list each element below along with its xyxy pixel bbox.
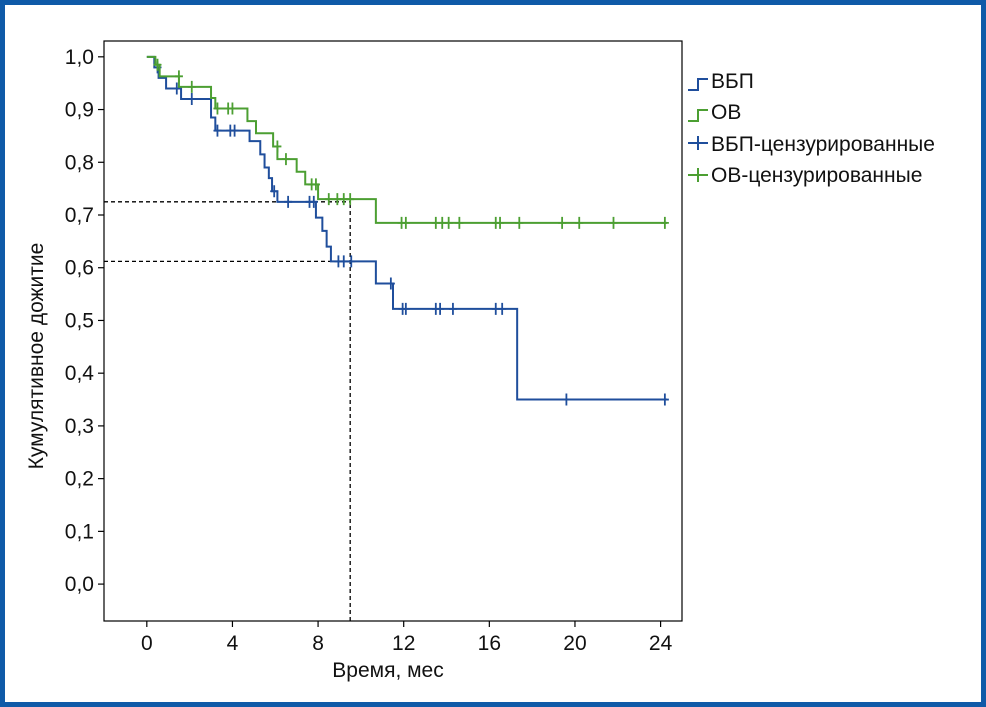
x-tick-label: 8: [312, 632, 324, 655]
os-censor-mark: [496, 216, 505, 229]
os-censor-mark: [174, 70, 183, 83]
pfs-censored-legend-icon: [688, 136, 708, 150]
os-legend-line-icon: [688, 109, 708, 122]
x-tick-label: 0: [141, 632, 153, 655]
pfs-censor-mark: [347, 255, 356, 268]
x-axis-title: Время, мес: [332, 659, 443, 682]
guide-lines: [104, 201, 351, 621]
pfs-legend-line-icon: [688, 78, 708, 91]
legend-label-os: ОВ: [711, 101, 741, 124]
x-tick-label: 20: [563, 632, 586, 655]
y-tick-label: 0,4: [65, 362, 95, 385]
x-tick-label: 16: [478, 632, 501, 655]
x-tick-label: 12: [392, 632, 415, 655]
pfs-censor-mark: [187, 93, 196, 105]
pfs-censor-mark: [213, 124, 222, 137]
os-censored-legend-icon: [688, 168, 708, 182]
pfs-censor-mark: [172, 82, 181, 95]
legend-label-pfs-censored: ВБП-цензурированные: [711, 133, 935, 156]
y-axis: 0,0 0,1 0,2 0,3 0,4 0,5 0,6 0,7 0,8 0,9 1,0: [65, 46, 104, 596]
os-censor-mark: [153, 58, 162, 71]
y-tick-label: 0,3: [65, 415, 94, 438]
os-step-line: [146, 55, 668, 224]
pfs-censor-mark: [401, 302, 410, 315]
series-pfs: [146, 55, 669, 406]
y-axis-title: Кумулятивное дожитие: [25, 243, 48, 470]
os-censor-mark: [401, 216, 410, 229]
os-censor-mark: [213, 102, 222, 115]
pfs-censor-mark: [386, 277, 395, 290]
os-censor-mark: [346, 193, 355, 206]
y-tick-label: 0,9: [65, 99, 94, 122]
os-censor-mark: [311, 178, 320, 191]
y-tick-label: 0,5: [65, 309, 94, 332]
pfs-censor-mark: [230, 124, 239, 137]
legend-item-os: ОВ: [688, 101, 741, 124]
x-axis: 0 4 8 12 16 20 24: [141, 621, 673, 655]
y-tick-label: 0,8: [65, 151, 94, 174]
pfs-censor-mark: [436, 302, 445, 315]
plot-area-border: [103, 40, 683, 622]
series-group: [146, 55, 669, 406]
os-censor-mark: [660, 216, 669, 229]
y-tick-label: 0,2: [65, 468, 94, 491]
legend-item-pfs-censored: ВБП-цензурированные: [688, 133, 935, 156]
os-censor-mark: [609, 216, 618, 229]
os-censor-mark: [455, 216, 464, 229]
legend-item-os-censored: ОВ-цензурированные: [688, 164, 922, 187]
y-tick-label: 0,7: [65, 204, 94, 227]
os-censor-mark: [281, 153, 290, 166]
os-censor-mark: [324, 193, 333, 206]
os-censor-mark: [558, 216, 567, 229]
legend: ВБП ОВ ВБП-цензурированные ОВ-цензуриров…: [688, 70, 935, 187]
x-tick-label: 24: [649, 632, 673, 655]
series-os: [146, 55, 669, 229]
pfs-censor-mark: [284, 195, 293, 208]
os-censor-mark: [575, 216, 584, 229]
os-censor-mark: [444, 216, 453, 229]
x-tick-label: 4: [227, 632, 239, 655]
os-censor-mark: [273, 140, 282, 153]
os-censor-mark: [187, 80, 196, 93]
pfs-censor-mark: [498, 302, 507, 315]
y-tick-label: 0,1: [65, 520, 94, 543]
pfs-censor-mark: [309, 195, 318, 208]
pfs-censor-mark: [448, 302, 457, 315]
pfs-censor-mark: [270, 185, 279, 198]
os-censor-mark: [515, 216, 524, 229]
legend-item-pfs: ВБП: [688, 70, 754, 93]
os-censor-mark: [228, 102, 237, 115]
y-tick-label: 0,6: [65, 257, 94, 280]
survival-chart: 0,0 0,1 0,2 0,3 0,4 0,5 0,6 0,7 0,8 0,9 1,0 0 4 8 12 1…: [25, 40, 935, 682]
pfs-censor-mark: [339, 255, 348, 268]
pfs-censor-mark: [660, 393, 669, 406]
y-tick-label: 0,0: [65, 573, 94, 596]
y-tick-label: 1,0: [65, 46, 94, 69]
legend-label-os-censored: ОВ-цензурированные: [711, 164, 922, 187]
legend-label-pfs: ВБП: [711, 70, 754, 93]
pfs-censor-mark: [562, 393, 571, 406]
